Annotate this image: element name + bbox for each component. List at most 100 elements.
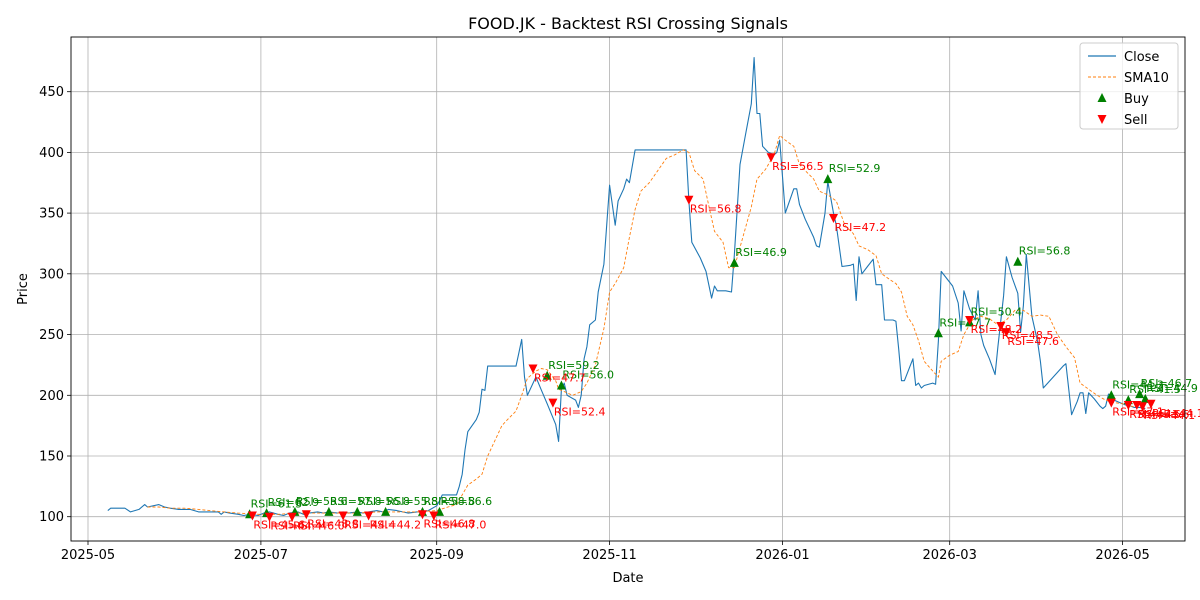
sell-signal-label: RSI=47.0 [435, 519, 487, 532]
grid-lines [71, 37, 1185, 541]
sell-signal-marker [338, 511, 348, 521]
sell-signal-marker [1146, 399, 1156, 409]
x-tick-label: 2025-11 [582, 548, 636, 563]
buy-signal-label: RSI=62.9 [268, 496, 320, 509]
x-axis-label: Date [612, 571, 643, 586]
sell-signal-label: RSI=48.8 [307, 517, 359, 530]
buy-signal-label: RSI=57.8 [330, 495, 382, 508]
sell-signal-marker [684, 195, 694, 205]
buy-signal-marker [729, 257, 739, 267]
sell-signal-label: RSI=46.8 [424, 517, 476, 530]
sell-signal-label: RSI=43.6 [1138, 408, 1190, 421]
buy-signal-label: RSI=56.8 [358, 495, 410, 508]
legend-buy-marker [1097, 93, 1107, 102]
axes-frame [70, 36, 1186, 542]
legend-box [1079, 42, 1179, 130]
y-tick-label: 250 [39, 328, 64, 343]
sell-signal-marker [829, 214, 838, 223]
legend-sma10-label: SMA10 [1124, 71, 1169, 86]
sell-signal-marker [528, 364, 538, 374]
buy-signal-label: RSI=59.2 [548, 359, 600, 372]
legend-close-label: Close [1124, 50, 1159, 65]
buy-signal-label: RSI=41.5 [1129, 383, 1181, 396]
sell-signal-marker [1138, 402, 1147, 412]
buy-signal-label: RSI=61.3 [251, 497, 303, 510]
y-axis-label: Price [16, 273, 31, 305]
x-tick-label: 2026-03 [923, 548, 977, 563]
buy-signal-label: RSI=56.6 [441, 495, 493, 508]
sell-signal-marker [965, 316, 975, 325]
sell-signal-label: RSI=45.6 [253, 519, 305, 532]
sell-signal-label: RSI=44.4 [270, 520, 322, 533]
sell-signal-marker [247, 511, 257, 521]
buy-signal-marker [542, 370, 552, 380]
sell-signal-label: RSI=52.4 [554, 406, 606, 419]
close-series-line [107, 57, 1146, 517]
buy-signal-label: RSI=52.9 [829, 162, 881, 175]
buy-signal-label: RSI=44.3 [1112, 378, 1164, 391]
y-tick-label: 350 [39, 207, 64, 222]
plot-area: RSI=61.3RSI=62.9RSI=55.6RSI=57.8RSI=56.8… [107, 57, 1200, 533]
sma10-series-line [147, 134, 1146, 515]
buy-signal-marker [823, 174, 833, 184]
y-tick-label: 300 [39, 267, 64, 282]
buy-signal-marker [933, 328, 943, 338]
y-tick-label: 400 [39, 146, 64, 161]
y-axis: 100 150 200 250 300 350 400 450 [39, 85, 71, 525]
y-tick-label: 200 [39, 389, 64, 404]
buy-signal-label: RSI=55.6 [296, 495, 348, 508]
buy-signal-marker [352, 506, 362, 516]
buy-signal-label: RSI=56.8 [1019, 245, 1071, 258]
y-tick-label: 150 [39, 450, 64, 465]
sell-signal-marker [364, 511, 374, 521]
buy-signal-label: RSI=56.0 [562, 369, 614, 382]
sell-signal-label: RSI=56.8 [690, 203, 742, 216]
x-tick-label: 2025-07 [234, 548, 288, 563]
sell-signal-label: RSI=48.2 [971, 323, 1023, 336]
sell-signal-marker [429, 511, 439, 521]
y-tick-label: 450 [39, 85, 64, 100]
buy-signal-label: RSI=46.7 [1141, 377, 1193, 390]
x-tick-label: 2026-05 [1095, 548, 1149, 563]
sell-signal-label: RSI=47.7 [534, 372, 586, 385]
sell-signal-label: RSI=44.1 [1144, 409, 1196, 422]
buy-signal-marker [1106, 390, 1116, 400]
buy-signal-marker [1013, 256, 1023, 266]
buy-signal-marker [435, 506, 444, 516]
sell-signal-label: RSI=45.6 [1129, 408, 1181, 421]
buy-signal-marker [1135, 389, 1145, 399]
buy-signal-label: RSI=46.9 [735, 246, 787, 259]
sell-signal-marker [418, 510, 427, 520]
sell-signal-label: RSI=47.2 [835, 221, 887, 234]
legend: Close SMA10 Buy Sell [1079, 42, 1179, 130]
legend-buy-label: Buy [1124, 92, 1149, 107]
sell-signal-marker [264, 512, 274, 522]
sell-signal-marker [548, 398, 558, 408]
legend-sell-marker [1097, 115, 1107, 124]
sell-signal-marker [1001, 328, 1011, 338]
sell-signal-marker [996, 322, 1006, 331]
buy-signal-marker [324, 506, 334, 516]
sell-signal-label: RSI=46.0 [293, 520, 345, 533]
sell-signal-label: RSI=56.5 [772, 160, 824, 173]
sell-signal-label: RSI=48.5 [1002, 329, 1054, 342]
sell-signal-label: RSI=47.1 [1112, 406, 1164, 419]
buy-signal-label: RSI=55.8 [387, 495, 439, 508]
sell-signal-marker [1123, 401, 1133, 410]
sell-signal-label: RSI=44.2 [370, 519, 422, 532]
x-tick-label: 2025-09 [410, 548, 464, 563]
sell-signal-label: RSI=44.1 [1152, 407, 1200, 420]
buy-signal-label: RSI=50.4 [971, 305, 1023, 318]
x-tick-label: 2026-01 [755, 548, 809, 563]
buy-signal-marker [381, 506, 391, 516]
x-tick-label: 2025-05 [61, 548, 115, 563]
sell-signal-marker [766, 153, 776, 163]
sell-signal-marker [301, 510, 311, 520]
sell-signal-marker [287, 512, 297, 522]
sell-signal-label: RSI=47.6 [1007, 335, 1059, 348]
chart-title: FOOD.JK - Backtest RSI Crossing Signals [468, 14, 788, 33]
sell-signal-marker [1106, 398, 1116, 408]
legend-sell-label: Sell [1124, 113, 1147, 128]
